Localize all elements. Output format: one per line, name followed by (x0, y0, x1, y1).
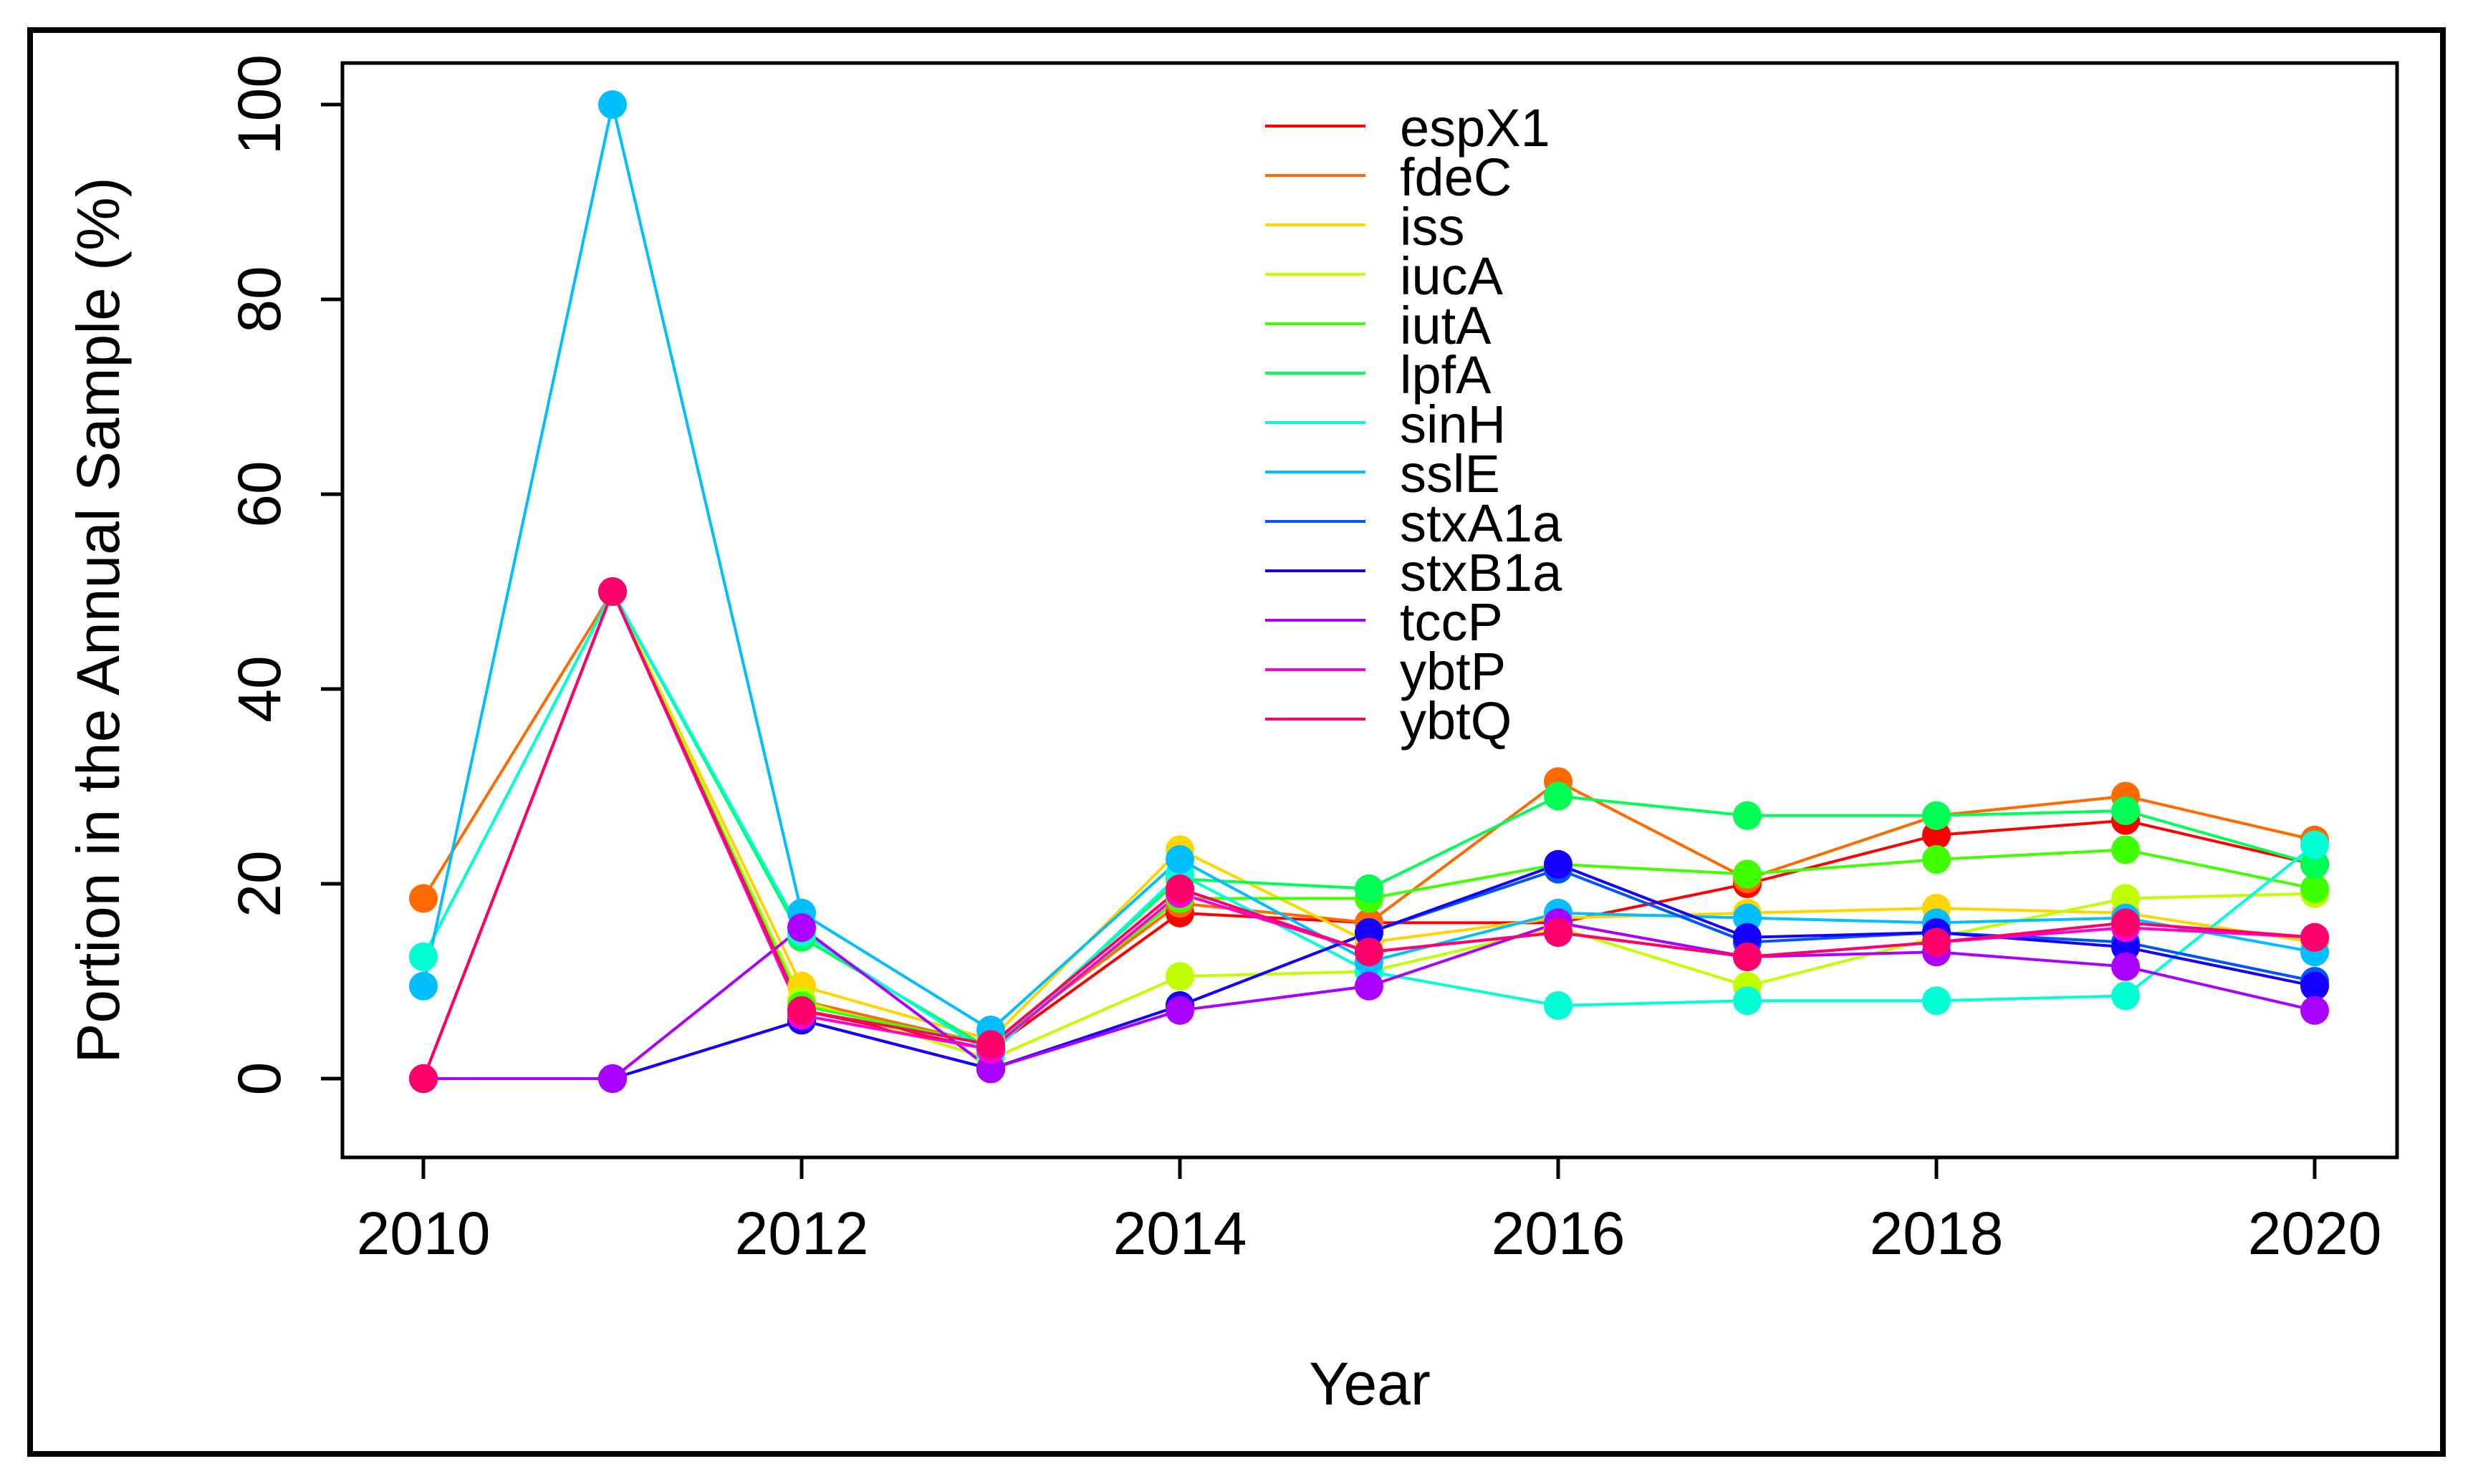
chart-frame: 2010 2012 2014 2016 2018 2020 0 20 40 60 80 100 es… (27, 27, 2446, 1457)
series-points (409, 90, 2329, 1093)
data-point-sinH (1733, 986, 1762, 1016)
data-point-fdeC (409, 884, 438, 913)
x-axis-label: Year (1309, 1350, 1431, 1417)
x-tick-label: 2010 (357, 1200, 491, 1267)
legend-label-espX1: espX1 (1400, 98, 1550, 158)
line-chart: 2010 2012 2014 2016 2018 2020 0 20 40 60 80 100 es… (64, 54, 2399, 1417)
y-tick-label: 100 (226, 54, 293, 155)
legend-label-sslE: sslE (1400, 444, 1500, 504)
legend-label-sinH: sinH (1400, 395, 1506, 454)
legend: espX1fdeCissiucAiutAlpfAsinHsslEstxA1ast… (1265, 98, 1562, 751)
data-point-sinH (1544, 991, 1572, 1020)
series-line-iutA (422, 590, 2315, 1079)
data-point-iutA (1733, 859, 1762, 889)
data-point-lpfA (1733, 801, 1762, 830)
series-line-ybtP (422, 590, 2315, 1079)
legend-label-ybtP: ybtP (1400, 642, 1506, 701)
x-tick-label: 2014 (1113, 1200, 1247, 1267)
data-point-sinH (1922, 986, 1951, 1016)
data-point-tccP (598, 1064, 627, 1093)
data-point-ybtQ (1733, 943, 1762, 971)
data-point-iucA (1166, 962, 1194, 991)
data-point-sinH (2300, 830, 2329, 859)
data-point-lpfA (1355, 874, 1383, 903)
data-point-ybtQ (976, 1030, 1005, 1059)
data-point-tccP (1166, 996, 1194, 1025)
data-point-ybtQ (598, 577, 627, 606)
legend-label-lpfA: lpfA (1400, 345, 1492, 405)
legend-label-iss: iss (1400, 197, 1464, 256)
data-point-ybtQ (409, 1064, 438, 1093)
data-point-iutA (2111, 835, 2140, 864)
legend-label-iutA: iutA (1400, 296, 1492, 355)
y-tick-label: 60 (226, 461, 293, 527)
data-point-ybtQ (2300, 922, 2329, 952)
data-point-ybtQ (1166, 874, 1194, 903)
legend-label-fdeC: fdeC (1400, 148, 1512, 207)
x-tick-label: 2016 (1492, 1200, 1626, 1267)
legend-label-stxB1a: stxB1a (1400, 543, 1562, 602)
data-point-ybtQ (1922, 928, 1951, 957)
data-point-sslE (598, 90, 627, 119)
data-point-sinH (2111, 981, 2140, 1011)
y-axis-label: Portion in the Annual Sample (%) (64, 177, 132, 1063)
x-axis: 2010 2012 2014 2016 2018 2020 (357, 1155, 2382, 1267)
y-axis: 0 20 40 60 80 100 (226, 54, 345, 1096)
data-point-sslE (1166, 845, 1194, 874)
data-point-tccP (2111, 952, 2140, 981)
data-point-iutA (1922, 845, 1951, 874)
legend-label-stxA1a: stxA1a (1400, 493, 1562, 553)
series-line-iucA (422, 590, 2315, 1079)
legend-label-tccP: tccP (1400, 592, 1503, 652)
data-point-ybtQ (1355, 938, 1383, 967)
series-line-iss (422, 590, 2315, 1079)
data-point-tccP (787, 913, 816, 943)
x-tick-label: 2020 (2248, 1200, 2382, 1267)
data-point-tccP (2300, 996, 2329, 1025)
y-tick-label: 20 (226, 850, 293, 917)
data-point-iutA (2300, 874, 2329, 903)
series-line-ybtQ (422, 590, 2315, 1079)
series-line-espX1 (422, 590, 2315, 1079)
data-point-tccP (1355, 971, 1383, 1001)
y-tick-label: 40 (226, 655, 293, 722)
data-point-sinH (409, 943, 438, 971)
data-point-lpfA (1544, 781, 1572, 811)
data-point-stxB1a (1544, 849, 1572, 879)
data-point-sslE (409, 971, 438, 1001)
data-point-lpfA (2111, 796, 2140, 825)
data-point-ybtQ (2111, 908, 2140, 938)
legend-label-ybtQ: ybtQ (1400, 691, 1512, 751)
x-tick-label: 2018 (1870, 1200, 2004, 1267)
data-point-ybtQ (787, 996, 816, 1025)
y-tick-label: 0 (226, 1062, 293, 1096)
legend-label-iucA: iucA (1400, 246, 1504, 306)
x-tick-label: 2012 (735, 1200, 869, 1267)
data-point-ybtQ (1544, 918, 1572, 947)
y-tick-label: 80 (226, 266, 293, 332)
data-point-lpfA (1922, 801, 1951, 830)
data-point-stxB1a (2300, 971, 2329, 1001)
